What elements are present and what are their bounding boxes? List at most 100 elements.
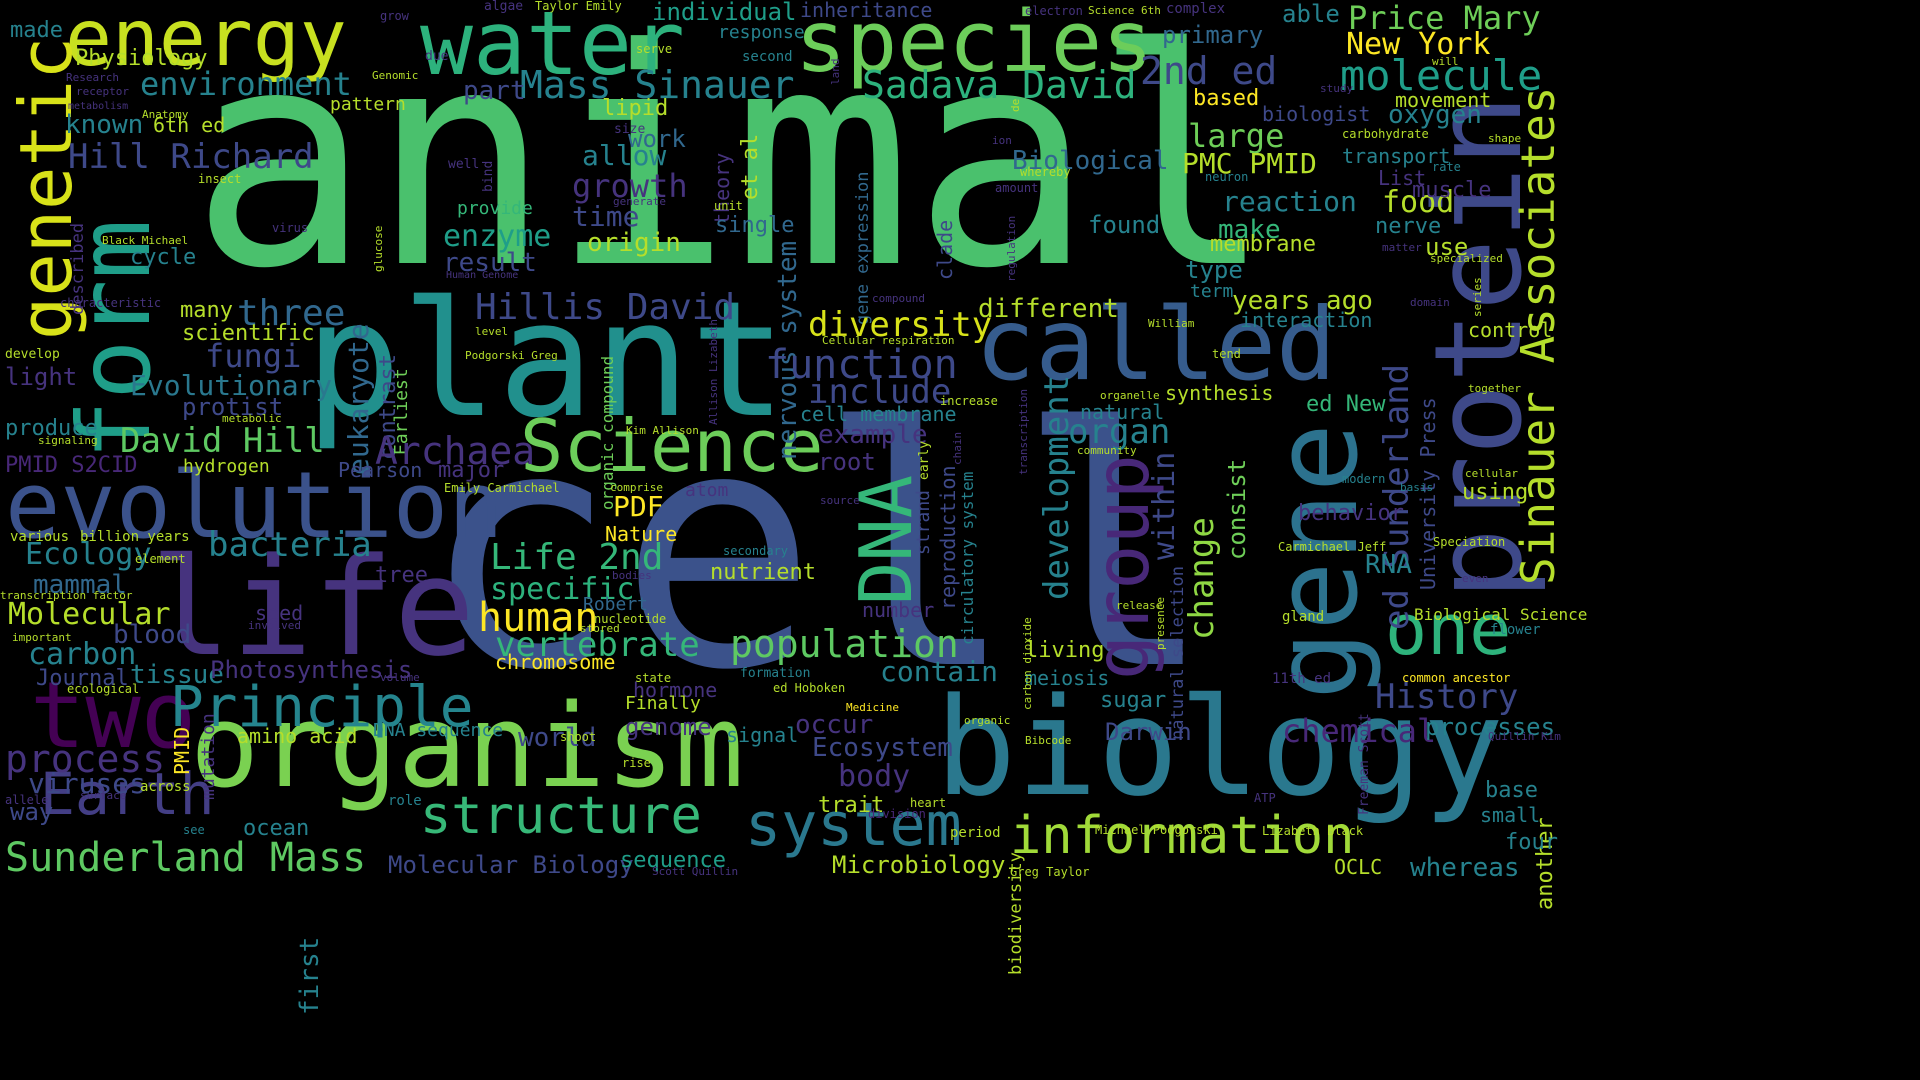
word-first: first — [295, 936, 325, 1015]
word-one: one — [1385, 589, 1512, 671]
word-atp: ATP — [1254, 791, 1276, 805]
word-ion: ion — [992, 134, 1012, 147]
word-molecular: Molecular — [8, 597, 171, 632]
word-source: source — [820, 494, 860, 507]
word-ed-new: ed New — [1306, 392, 1386, 417]
word-whereby: whereby — [1020, 165, 1071, 179]
word-cellular: cellular — [1465, 467, 1518, 480]
word-evolution: evolution — [5, 452, 504, 559]
word-small: small — [1480, 803, 1541, 827]
word-journal: Journal — [36, 666, 129, 691]
word-robert: Robert — [583, 594, 649, 615]
word-enzyme: enzyme — [443, 219, 552, 254]
word-movement: movement — [1395, 88, 1492, 112]
word-hormone: hormone — [633, 678, 718, 702]
word-6th-ed: 6th ed — [153, 113, 226, 137]
word-protist: protist — [182, 393, 284, 421]
word-atom: atom — [685, 480, 729, 501]
word-chromosome: chromosome — [495, 650, 616, 674]
word-natural: natural — [1080, 400, 1165, 424]
word-flower: flower — [1490, 622, 1541, 638]
word-stored: stored — [580, 622, 620, 635]
word-animal: animal — [190, 0, 1274, 334]
word-membrane: membrane — [1210, 232, 1316, 257]
word-sadava-david: Sadava David — [862, 63, 1137, 107]
word-role: role — [388, 793, 422, 809]
word-origin: origin — [587, 228, 681, 258]
word-genome: genome — [625, 713, 712, 741]
word-important: important — [12, 631, 72, 644]
word-time: time — [572, 200, 640, 233]
word-vertebrate: vertebrate — [495, 625, 700, 665]
word-pmid: PMID — [170, 726, 194, 775]
word-life: life — [150, 529, 476, 686]
word-characteristic: characteristic — [60, 296, 162, 310]
word-allow: allow — [582, 139, 667, 172]
word-control: control — [1468, 318, 1553, 342]
word-virus: virus — [272, 221, 309, 235]
word-nature: Nature — [605, 522, 678, 546]
word-physiology: Physiology — [75, 46, 208, 71]
word-fungi: fungi — [205, 337, 302, 375]
word-synthesis: synthesis — [1165, 381, 1274, 405]
word-reaction: reaction — [1222, 185, 1357, 218]
word-rate: rate — [1432, 160, 1461, 174]
word-community: community — [1077, 444, 1137, 457]
word-clade: clade — [933, 219, 957, 280]
word-organ: organ — [1068, 412, 1171, 452]
word-dna-sequence: DNA sequence — [373, 720, 504, 741]
word-living: living — [1025, 638, 1105, 663]
word-increase: increase — [940, 394, 998, 408]
word-bodies: bodies — [612, 569, 652, 582]
word-development: development — [1037, 374, 1077, 600]
word-sugar: sugar — [1100, 688, 1167, 713]
word-element: element — [135, 552, 186, 566]
word-whereas: whereas — [1410, 853, 1520, 883]
word-eukaryote: eukaryote — [342, 323, 375, 475]
word-nucleotide: nucleotide — [594, 612, 667, 626]
word-generate: generate — [613, 195, 666, 208]
word-part: part — [463, 76, 526, 106]
word-metabolism: metabolism — [68, 101, 129, 112]
word-hill-richard: Hill Richard — [68, 137, 314, 177]
word-due: due — [425, 49, 449, 64]
word-electron: electron — [1025, 4, 1083, 18]
word-allele: allele — [5, 793, 49, 807]
word-within: within — [1147, 451, 1182, 560]
word-ed-hoboken: ed Hoboken — [773, 681, 846, 695]
word-quillin-kim: Quillin Kim — [1488, 730, 1561, 743]
word-release: release — [1116, 599, 1163, 612]
word-mass-sinauer: Mass Sinauer — [520, 63, 795, 107]
word-various: various — [10, 529, 70, 545]
word-human: human — [478, 595, 599, 641]
word-single: single — [715, 213, 795, 238]
word-processes: processes — [1425, 713, 1556, 741]
word-cell: cell — [420, 358, 1215, 742]
word-across: across — [140, 779, 191, 795]
word-unit: unit — [714, 199, 743, 213]
word-molecular-biology: Molecular Biology — [388, 851, 634, 879]
word-cell-membrane: cell membrane — [800, 402, 957, 426]
word-biology: biology — [935, 669, 1504, 826]
word-secondary: secondary — [723, 544, 789, 558]
word-carmichael-jeff: Carmichael Jeff — [1278, 540, 1387, 554]
word-human-genome: Human Genome — [446, 270, 519, 281]
word-known: known — [65, 110, 144, 140]
word-transcription-factor: transcription factor — [0, 589, 133, 602]
word-gene: gene — [1250, 423, 1384, 700]
word-structure: structure — [420, 786, 702, 846]
word-energy: energy — [65, 0, 347, 84]
word-chain: chain — [951, 431, 964, 465]
word-glucose: glucose — [372, 225, 385, 272]
word-scientific: scientific — [182, 321, 315, 346]
word-occur: occur — [795, 710, 874, 740]
word-michael-podgorski: Michael Podgorski — [1095, 823, 1218, 837]
word-root: root — [818, 448, 876, 476]
word-11th-ed: 11th ed — [1272, 671, 1332, 687]
word-see: see — [183, 823, 205, 837]
word-speciation: Speciation — [1433, 535, 1506, 549]
word-biological-science: Biological Science — [1414, 605, 1588, 624]
word-shape: shape — [1488, 132, 1522, 145]
word-organism: organism — [190, 680, 744, 814]
word-amount: amount — [995, 181, 1039, 195]
